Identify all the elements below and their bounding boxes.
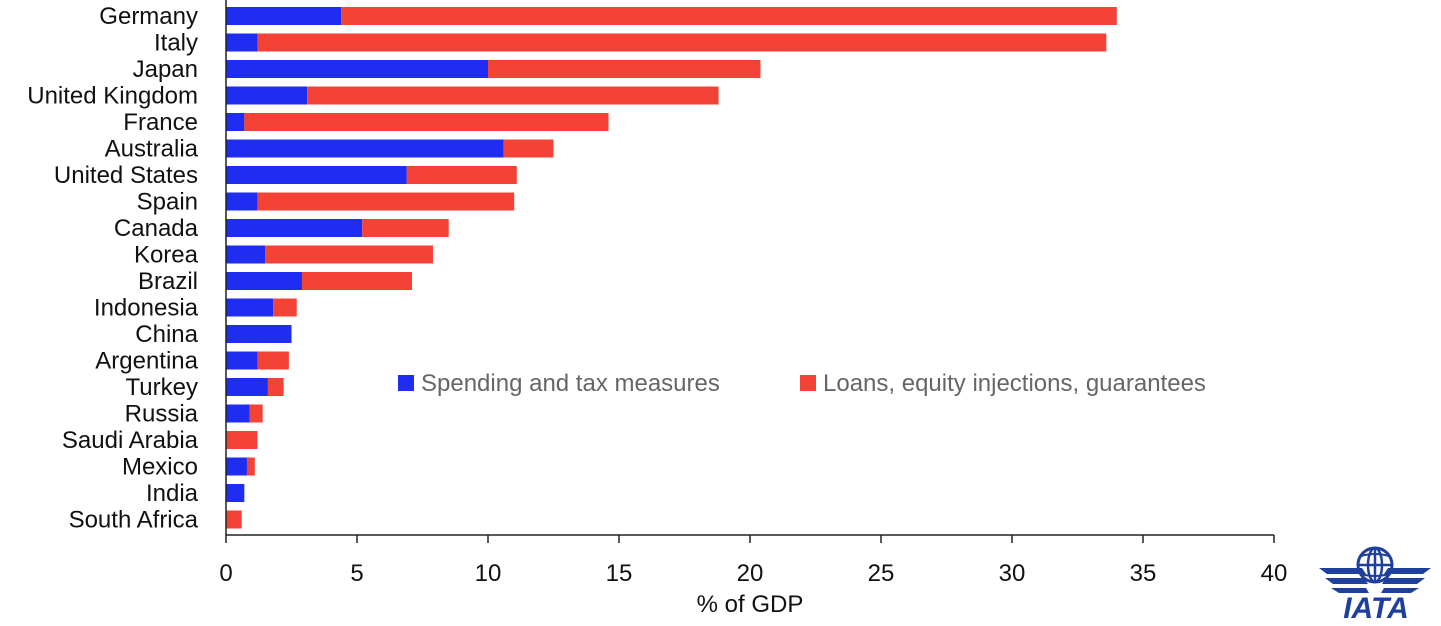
category-label: France [123,109,198,136]
x-tick-label: 20 [737,560,764,587]
bar-spending-segment [226,298,274,317]
bar-loans-segment [273,298,297,317]
bar-spending-segment [226,351,258,370]
x-tick-label: 0 [219,560,232,587]
category-label: Turkey [126,374,198,401]
bar-loans-segment [488,60,761,78]
category-label: Spain [137,189,198,216]
bar-spending-segment [226,457,247,476]
bars-layer [226,7,1117,529]
category-label: United States [54,162,198,189]
iata-logo: IATA [1319,546,1431,625]
bar-spending-segment [226,139,504,158]
x-tick-label: 15 [606,560,633,587]
x-tick-label: 35 [1130,560,1157,587]
category-label: Australia [105,136,199,163]
bar-loans-segment [406,166,517,184]
x-axis-ticks: 0 5 10 15 20 25 30 35 40 [219,535,1287,587]
bar-loans-segment [257,351,289,370]
legend-label-spending: Spending and tax measures [421,370,720,397]
bar-spending-segment [226,166,407,184]
bar-spending-segment [226,219,363,237]
bar-spending-segment [226,7,342,25]
iata-logo-text: IATA [1343,592,1409,625]
x-tick-label: 5 [350,560,363,587]
category-label: Russia [125,401,199,428]
bar-loans-segment [503,139,554,158]
category-label: Mexico [122,454,198,481]
x-tick-label: 10 [475,560,502,587]
bar-loans-segment [257,192,515,211]
bar-spending-segment [226,245,266,264]
bar-loans-segment [362,219,449,237]
bar-loans-segment [341,7,1117,25]
x-tick-label: 40 [1261,560,1288,587]
x-tick-label: 30 [999,560,1026,587]
category-label: Italy [154,30,198,57]
category-label: Canada [114,215,199,242]
bar-spending-segment [226,86,308,105]
bar-spending-segment [226,484,245,502]
bar-spending-segment [226,378,268,396]
category-label: Argentina [95,348,198,375]
bar-loans-segment [226,431,258,449]
bar-spending-segment [226,33,258,52]
category-label: Saudi Arabia [62,427,199,454]
bar-loans-segment [265,245,433,264]
legend: Spending and tax measures Loans, equity i… [398,370,1206,397]
legend-swatch-spending [398,375,414,391]
bar-loans-segment [246,457,255,476]
category-label: Brazil [138,268,198,295]
bar-spending-segment [226,404,250,423]
category-label: Korea [134,242,199,269]
category-label: South Africa [69,507,199,534]
bar-loans-segment [249,404,263,423]
category-label: United Kingdom [27,83,198,110]
x-axis [225,0,1274,536]
category-label: Germany [99,3,198,30]
bar-loans-segment [307,86,719,105]
x-axis-title: % of GDP [697,591,804,618]
category-label: China [135,321,198,348]
bar-loans-segment [301,272,413,290]
globe-wings-icon [1319,546,1431,593]
bar-spending-segment [226,325,292,343]
bar-loans-segment [244,113,609,131]
bar-spending-segment [226,60,488,78]
bar-loans-segment [267,378,284,396]
bar-loans-segment [257,33,1107,52]
bar-spending-segment [226,192,258,211]
legend-label-loans: Loans, equity injections, guarantees [823,370,1206,397]
x-tick-label: 25 [868,560,895,587]
category-label: India [146,480,199,507]
bar-loans-segment [226,510,242,529]
bar-spending-segment [226,113,245,131]
legend-swatch-loans [800,375,816,391]
category-label: Japan [133,56,198,83]
bar-spending-segment [226,272,302,290]
category-label: Indonesia [94,295,199,322]
